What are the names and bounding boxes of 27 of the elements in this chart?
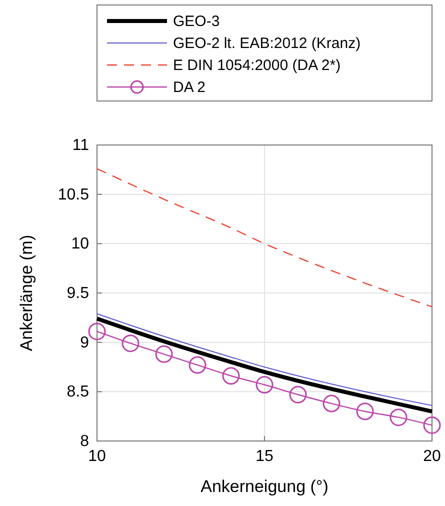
point: [356, 402, 374, 420]
legend-label: GEO-3: [173, 13, 220, 30]
y-tick-label: 9: [80, 334, 90, 352]
point: [188, 356, 206, 374]
point: [155, 345, 173, 363]
x-tick-label: 15: [256, 448, 274, 465]
legend-label: GEO-2 lt. EAB:2012 (Kranz): [173, 35, 361, 52]
point: [88, 322, 106, 340]
y-tick-label: 8.5: [66, 384, 90, 401]
y-tick-label: 9.5: [66, 285, 90, 302]
y-tick-label: 10: [71, 236, 90, 253]
point: [423, 416, 441, 434]
line-series: [96, 168, 433, 308]
y-tick-label: 8: [80, 433, 90, 450]
legend-label: E DIN 1054:2000 (DA 2*): [173, 57, 341, 74]
y-tick-label: 11: [72, 137, 90, 154]
y-axis-title: Ankerlänge (m): [17, 234, 36, 352]
point: [289, 386, 307, 404]
point: [322, 394, 340, 412]
x-axis-title: Ankerneigung (°): [200, 477, 328, 496]
point: [122, 334, 140, 352]
x-tick-label: 20: [423, 448, 441, 465]
point: [222, 367, 240, 385]
legend-label: DA 2: [173, 79, 206, 96]
y-tick-label: 10.5: [58, 186, 90, 204]
point: [390, 408, 408, 426]
point: [256, 376, 274, 394]
